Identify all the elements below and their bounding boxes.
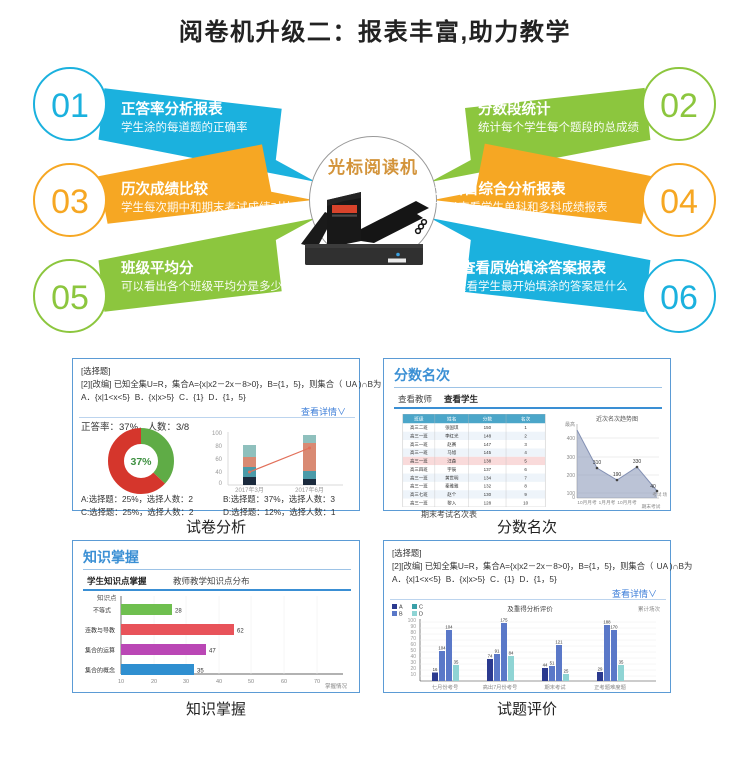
svg-text:44: 44 <box>543 663 548 668</box>
svg-text:16: 16 <box>433 667 438 672</box>
svg-text:30: 30 <box>183 679 189 685</box>
svg-text:300: 300 <box>567 455 576 461</box>
svg-text:高出7月份考号: 高出7月份考号 <box>483 683 518 691</box>
svg-text:100: 100 <box>212 431 223 437</box>
svg-text:74: 74 <box>488 654 493 659</box>
svg-text:10: 10 <box>118 679 124 685</box>
svg-text:1月月考: 1月月考 <box>599 500 616 506</box>
svg-text:150: 150 <box>484 425 492 430</box>
svg-text:高三一班: 高三一班 <box>410 449 428 456</box>
svg-text:秦雅雅: 秦雅雅 <box>445 483 459 490</box>
svg-text:七月份考号: 七月份考号 <box>432 683 459 691</box>
svg-text:37%: 37% <box>130 456 152 468</box>
svg-text:70: 70 <box>314 679 320 685</box>
svg-text:高三一班: 高三一班 <box>410 441 428 448</box>
svg-text:35: 35 <box>454 660 459 665</box>
svg-text:190: 190 <box>613 472 622 478</box>
svg-text:104: 104 <box>438 646 446 651</box>
svg-text:200: 200 <box>567 473 576 479</box>
svg-text:高三七班: 高三七班 <box>410 491 428 498</box>
svg-text:赵赛: 赵赛 <box>447 441 456 448</box>
svg-text:连教与导教: 连教与导教 <box>85 627 115 635</box>
svg-text:集合的运算: 集合的运算 <box>85 647 115 655</box>
svg-text:40: 40 <box>215 470 222 476</box>
svg-text:35: 35 <box>619 660 624 665</box>
svg-text:考试 场次: 考试 场次 <box>652 491 667 498</box>
svg-text:名次: 名次 <box>521 416 531 423</box>
svg-text:正考题难度题: 正考题难度题 <box>594 683 626 691</box>
svg-text:高三一班: 高三一班 <box>410 474 428 481</box>
svg-text:330: 330 <box>633 459 642 465</box>
svg-text:赵个: 赵个 <box>447 491 456 498</box>
svg-text:高三一班: 高三一班 <box>410 432 428 439</box>
svg-text:137: 137 <box>484 467 492 472</box>
svg-text:期末考试: 期末考试 <box>544 683 566 691</box>
svg-text:10: 10 <box>410 672 416 678</box>
svg-text:集合的概念: 集合的概念 <box>85 667 115 675</box>
svg-text:29: 29 <box>598 667 603 672</box>
svg-text:130: 130 <box>484 492 492 497</box>
svg-text:35: 35 <box>197 669 204 675</box>
svg-text:128: 128 <box>484 500 492 505</box>
svg-text:80: 80 <box>215 444 222 450</box>
svg-text:D: D <box>419 612 423 618</box>
svg-text:40: 40 <box>650 484 656 490</box>
svg-text:A: A <box>399 605 403 611</box>
svg-text:班级: 班级 <box>414 416 424 423</box>
svg-text:132: 132 <box>484 484 492 489</box>
svg-text:汪森: 汪森 <box>447 458 456 465</box>
svg-text:25: 25 <box>564 669 569 674</box>
svg-text:C: C <box>419 605 423 611</box>
svg-text:104: 104 <box>445 625 453 630</box>
svg-text:宇辰: 宇辰 <box>447 466 456 473</box>
svg-text:高三一班: 高三一班 <box>410 499 428 506</box>
svg-text:近次名次趋势图: 近次名次趋势图 <box>596 415 638 423</box>
svg-text:及重得分析评价: 及重得分析评价 <box>507 604 553 613</box>
svg-text:84: 84 <box>509 651 514 656</box>
svg-text:累计场次: 累计场次 <box>638 605 661 613</box>
svg-text:10: 10 <box>523 500 528 505</box>
svg-text:黄世明: 黄世明 <box>445 474 459 481</box>
svg-text:姓名: 姓名 <box>447 416 456 423</box>
svg-text:10月月考: 10月月考 <box>577 500 597 506</box>
svg-text:0: 0 <box>219 481 223 487</box>
svg-text:310: 310 <box>593 460 602 466</box>
svg-text:高三一班: 高三一班 <box>410 458 428 465</box>
svg-text:148: 148 <box>484 433 492 438</box>
svg-text:170: 170 <box>610 625 618 630</box>
svg-text:60: 60 <box>215 457 222 463</box>
svg-text:知识点: 知识点 <box>97 594 117 602</box>
svg-text:10月月考: 10月月考 <box>617 500 637 506</box>
svg-text:高三四班: 高三四班 <box>410 466 428 473</box>
svg-text:28: 28 <box>175 609 182 615</box>
svg-text:张国琪: 张国琪 <box>445 424 459 431</box>
svg-text:121: 121 <box>555 640 563 645</box>
svg-text:马旭: 马旭 <box>447 449 456 456</box>
svg-text:掌握情况: 掌握情况 <box>325 682 348 689</box>
svg-text:134: 134 <box>484 475 492 480</box>
svg-text:不等式: 不等式 <box>93 607 111 615</box>
svg-text:138: 138 <box>484 459 492 464</box>
svg-text:高三一班: 高三一班 <box>410 483 428 490</box>
svg-text:20: 20 <box>151 679 157 685</box>
svg-text:40: 40 <box>216 679 222 685</box>
svg-text:最高: 最高 <box>565 421 575 428</box>
svg-text:400: 400 <box>567 436 576 442</box>
svg-text:51: 51 <box>550 661 555 666</box>
svg-text:145: 145 <box>484 450 492 455</box>
svg-text:147: 147 <box>484 442 492 447</box>
svg-text:47: 47 <box>209 649 216 655</box>
svg-text:62: 62 <box>237 629 244 635</box>
svg-text:B: B <box>399 612 403 618</box>
svg-text:50: 50 <box>248 679 254 685</box>
svg-text:175: 175 <box>500 618 508 623</box>
svg-text:李红光: 李红光 <box>445 432 459 439</box>
svg-text:期末考试: 期末考试 <box>642 503 661 510</box>
svg-text:91: 91 <box>495 649 500 654</box>
svg-text:0: 0 <box>572 495 575 501</box>
svg-text:高三二班: 高三二班 <box>410 424 428 431</box>
svg-text:分数: 分数 <box>483 416 493 423</box>
svg-text:60: 60 <box>281 679 287 685</box>
svg-text:黎入: 黎入 <box>447 499 456 505</box>
